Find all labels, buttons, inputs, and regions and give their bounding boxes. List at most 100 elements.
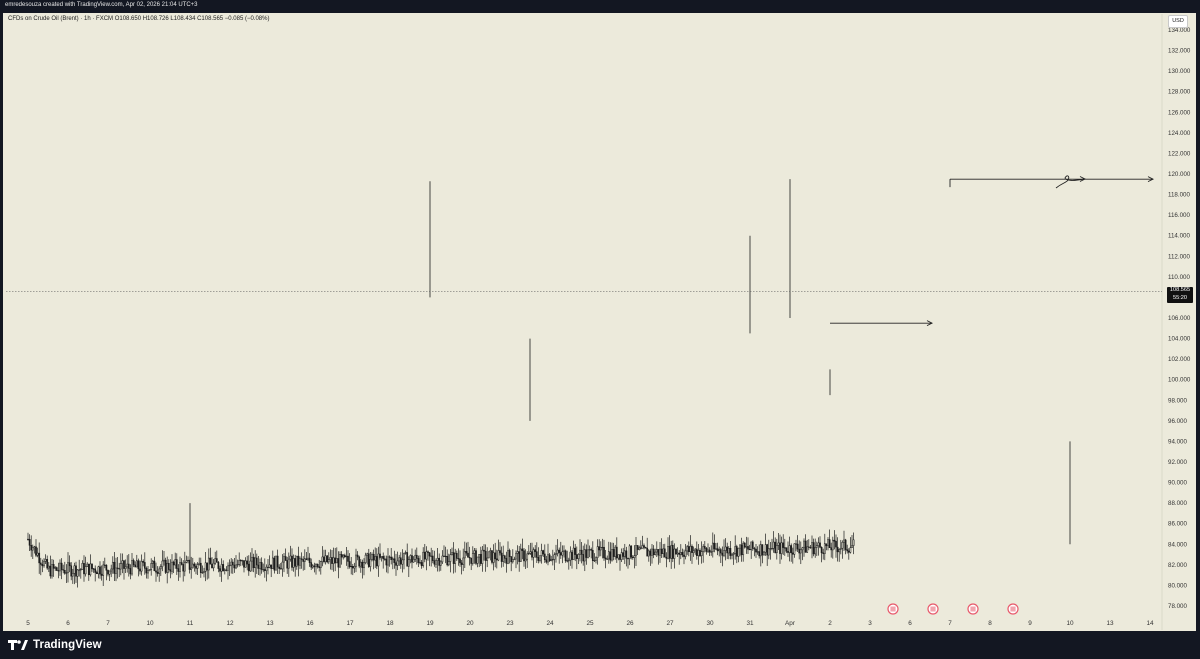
- tradingview-logo-icon: [8, 640, 28, 650]
- candle-body: [823, 543, 826, 554]
- candle-body: [300, 558, 303, 560]
- candle-body: [115, 567, 117, 574]
- candle-body: [801, 547, 804, 551]
- candle-body: [323, 556, 325, 562]
- price-tick-label: 92.000: [1168, 459, 1187, 466]
- candle-body: [734, 546, 737, 554]
- candle-body: [332, 557, 335, 564]
- candle-body: [315, 564, 317, 568]
- candle-body: [175, 559, 178, 569]
- candle-body: [97, 566, 100, 575]
- candle-body: [83, 563, 85, 575]
- candle-body: [278, 566, 281, 569]
- candle-body: [207, 557, 210, 571]
- candle-body: [467, 552, 469, 558]
- candle-body: [297, 555, 300, 566]
- candle-body: [59, 562, 61, 572]
- candle-body: [465, 551, 468, 554]
- candle-body: [454, 552, 457, 564]
- candle-body: [535, 551, 538, 558]
- candle-body: [625, 550, 628, 559]
- drawings-layer[interactable]: [6, 175, 1162, 615]
- candle-body: [564, 550, 567, 561]
- candle-body: [647, 550, 650, 557]
- candle-body: [764, 544, 767, 553]
- candle-body: [646, 547, 649, 557]
- candle-body: [73, 565, 76, 574]
- price-tick-label: 96.000: [1168, 418, 1187, 425]
- candle-body: [748, 549, 751, 551]
- price-axis[interactable]: 134.000 132.000 130.000 128.000 126.000 124.0…: [1161, 14, 1191, 630]
- candle-body: [694, 548, 697, 552]
- candle-body: [347, 555, 349, 562]
- candle-body: [796, 543, 799, 550]
- candle-body: [513, 558, 516, 561]
- candle-body: [425, 551, 428, 560]
- footer-bar: [0, 633, 1200, 659]
- candle-body: [299, 558, 301, 566]
- candle-body: [731, 554, 733, 556]
- candle-body: [238, 560, 241, 565]
- candle-body: [758, 551, 761, 557]
- candle-body: [199, 562, 202, 573]
- candle-body: [235, 564, 237, 569]
- candle-body: [753, 548, 756, 550]
- candle-body: [763, 551, 765, 556]
- candle-body: [455, 552, 458, 559]
- candle-body: [803, 540, 805, 549]
- candle-body: [519, 548, 522, 562]
- candle-body: [166, 562, 169, 573]
- candle-body: [798, 548, 801, 554]
- candle-body: [423, 551, 426, 560]
- candle-body: [339, 554, 341, 568]
- tradingview-logo[interactable]: TradingView: [8, 638, 102, 652]
- time-tick-label: 19: [426, 620, 434, 627]
- candle-body: [510, 556, 513, 563]
- candle-body: [745, 546, 748, 548]
- candle-body: [553, 554, 556, 560]
- candle-body: [342, 554, 345, 558]
- candle-body: [63, 570, 66, 574]
- candle-body: [247, 563, 250, 572]
- candle-body: [331, 557, 333, 564]
- candle-body: [156, 571, 159, 574]
- candle-body: [182, 564, 185, 572]
- time-tick-label: 10: [1066, 620, 1074, 627]
- price-tick-label: 100.000: [1168, 377, 1191, 384]
- price-tick-label: 88.000: [1168, 500, 1187, 507]
- candle-body: [236, 564, 239, 566]
- candle-body: [582, 554, 585, 562]
- candle-body: [326, 555, 329, 563]
- currency-label[interactable]: USD: [1168, 15, 1188, 28]
- candle-body: [113, 561, 116, 574]
- candle-body: [198, 562, 201, 565]
- candle-body: [671, 544, 674, 559]
- candle-body: [609, 551, 612, 561]
- candle-body: [532, 549, 535, 558]
- price-tick-label: 106.000: [1168, 315, 1191, 322]
- time-tick-label: 3: [868, 620, 872, 627]
- event-icon-flag: [1010, 606, 1016, 612]
- candle-body: [65, 572, 68, 574]
- candle-body: [556, 549, 559, 554]
- candle-body: [110, 568, 113, 572]
- candle-body: [814, 547, 817, 555]
- candle-body: [348, 561, 351, 568]
- candle-body: [769, 548, 772, 550]
- chart-pane[interactable]: [3, 13, 1196, 631]
- ray-arrowhead: [926, 320, 934, 327]
- candle-body: [521, 548, 524, 551]
- candle-body: [759, 544, 762, 557]
- candle-body: [137, 560, 140, 570]
- candle-body: [719, 549, 722, 554]
- candle-body: [302, 559, 305, 562]
- candle-body: [807, 546, 810, 548]
- candle-body: [187, 559, 189, 562]
- price-tick-label: 98.000: [1168, 397, 1187, 404]
- candle-body: [143, 562, 146, 569]
- candle-body: [551, 559, 554, 561]
- time-axis[interactable]: 5 6 7 10 11 12 13 16 17 18 19 20 23 24 25 26 27 30 31 Apr 2 3…: [26, 620, 1154, 627]
- candle-body: [151, 560, 154, 564]
- candle-body: [100, 573, 103, 576]
